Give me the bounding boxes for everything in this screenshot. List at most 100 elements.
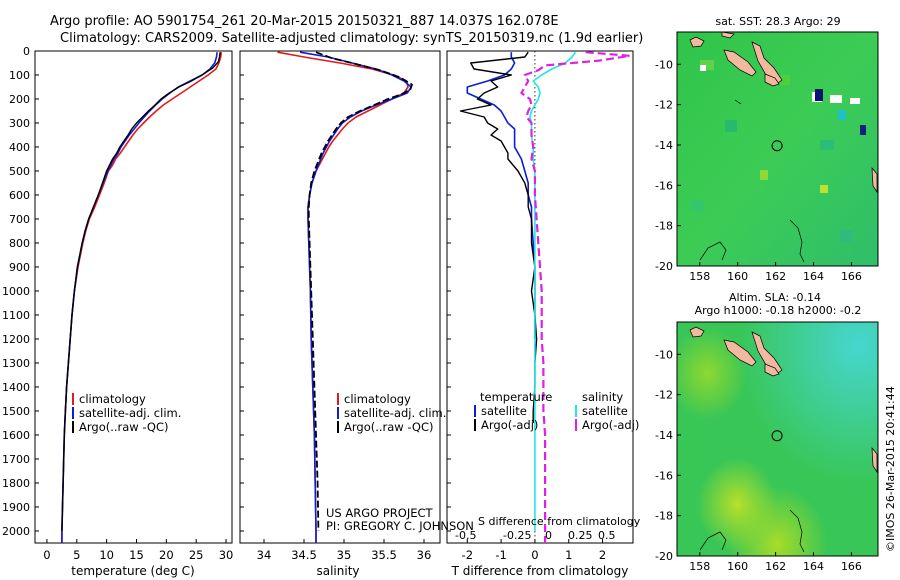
salinity-panel: 34 34.5 35 35.5 36 salinity climatology sate… [239, 50, 474, 578]
float-position-marker [771, 140, 783, 152]
temperature-legend: climatology satellite-adj. clim. Argo(..… [72, 392, 181, 434]
sla-coastlines [689, 326, 878, 553]
salinity-xlabel: salinity [316, 564, 359, 578]
difference-legend: temperature satellite Argo(-adj) salinit… [474, 390, 639, 432]
depth-tick-label: 900 [9, 261, 30, 274]
lat-tick-label: -20 [655, 550, 673, 563]
lon-tick-label: 166 [841, 560, 862, 573]
depth-tick-label: 1200 [2, 333, 30, 346]
s-difference-label: S difference from climatology [478, 515, 641, 528]
sst-coastlines [689, 31, 878, 263]
sla-map-title-line2: Argo h1000: -0.18 h2000: -0.2 [695, 304, 862, 317]
legend-climatology: climatology [79, 392, 146, 406]
legend-temp-satellite: satellite [481, 404, 527, 418]
difference-plot-frame [446, 50, 634, 544]
sst-map-frame [676, 31, 879, 267]
depth-tick-label: 1400 [2, 381, 30, 394]
island [721, 31, 735, 39]
sst-cell [820, 185, 828, 193]
sst-cell [760, 170, 768, 180]
lat-tick-label: -12 [655, 99, 673, 112]
island [723, 49, 757, 77]
difference-profile-lines [459, 51, 631, 543]
depth-tick-label: 800 [9, 237, 30, 250]
temperature-profile-lines [61, 52, 223, 543]
temperature-xlabel: temperature (deg C) [71, 564, 194, 578]
series-line-2 [307, 51, 413, 532]
x-tick-label: 15 [129, 548, 144, 562]
sst-cell [820, 140, 834, 150]
depth-tick-label: 200 [9, 93, 30, 106]
figure-title-line2: Climatology: CARS2009. Satellite-adjuste… [60, 31, 643, 46]
x-tick-label: 1 [565, 548, 572, 562]
lat-tick-label: -12 [655, 389, 673, 402]
s-tick-p025: 0.25 [568, 529, 593, 542]
x-tick-label: 34 [257, 548, 272, 562]
sla-map-frame [676, 321, 879, 557]
island [751, 331, 783, 374]
lat-tick-label: -14 [655, 429, 673, 442]
depth-tick-label: 2000 [2, 525, 30, 538]
reef-outline [699, 241, 727, 261]
x-tick-label: -1 [495, 548, 506, 562]
s-tick-p050: 0.5 [598, 529, 616, 542]
figure-title-line1: Argo profile: AO 5901754_261 20-Mar-2015… [50, 14, 559, 29]
island [723, 339, 757, 367]
x-tick-label: 25 [189, 548, 204, 562]
sla-axis-labels: 158 160 162 164 166 -10 -12 -14 -16 -18 -20 [655, 348, 862, 573]
x-tick-label: 30 [219, 548, 234, 562]
island [871, 446, 878, 474]
series-line-0 [61, 52, 223, 543]
lon-tick-label: 160 [727, 560, 748, 573]
sst-cell [725, 120, 737, 132]
legend-climatology: climatology [344, 392, 411, 406]
sst-cloud-cell [700, 65, 706, 71]
island [751, 41, 783, 84]
sst-cell [690, 200, 704, 212]
salinity-profile-lines [277, 51, 413, 543]
x-tick-label: 10 [99, 548, 114, 562]
sla-map-panel: Altim. SLA: -0.14 Argo h1000: -0.18 h200… [655, 291, 879, 573]
sla-map-title-line1: Altim. SLA: -0.14 [729, 291, 821, 304]
sla-low-region [677, 322, 878, 556]
series-line-2 [529, 51, 577, 531]
lon-tick-label: 160 [727, 270, 748, 283]
float-position-marker [771, 430, 783, 442]
lat-tick-label: -14 [655, 139, 673, 152]
series-line-2 [61, 52, 221, 532]
lat-tick-label: -18 [655, 510, 673, 523]
salinity-plot-frame [239, 50, 441, 544]
lat-tick-label: -16 [655, 179, 673, 192]
difference-panel: -2 -1 0 1 2 S difference from climatology -0… [446, 50, 641, 578]
x-tick-label: 35.5 [371, 548, 397, 562]
lon-tick-label: 166 [841, 270, 862, 283]
series-line-1 [459, 51, 538, 423]
reef-outline [734, 99, 742, 105]
depth-tick-label: 1700 [2, 453, 30, 466]
sst-cell [780, 75, 790, 85]
sst-map-panel: sat. SST: 28.3 Argo: 29 [655, 15, 879, 283]
series-line-1 [61, 52, 218, 543]
s-tick-0: 0 [545, 529, 552, 542]
x-tick-label: 5 [73, 548, 80, 562]
depth-tick-label: 700 [9, 213, 30, 226]
sst-map-title: sat. SST: 28.3 Argo: 29 [715, 15, 840, 28]
lat-tick-label: -16 [655, 469, 673, 482]
x-tick-label: 20 [159, 548, 174, 562]
depth-tick-label: 1100 [2, 309, 30, 322]
depth-tick-label: 300 [9, 117, 30, 130]
depth-tick-label: 600 [9, 189, 30, 202]
depth-tick-label: 1500 [2, 405, 30, 418]
sst-cell [840, 230, 852, 242]
island [689, 326, 705, 338]
lon-tick-label: 158 [689, 270, 710, 283]
legend-argo: Argo(..raw -QC) [79, 420, 169, 434]
t-difference-xlabel: T difference from climatology [451, 564, 629, 578]
salinity-tick-labels: 34 34.5 35 35.5 36 [257, 539, 431, 562]
s-tick-m050: -0.5 [455, 529, 476, 542]
reef-outline [699, 531, 727, 551]
depth-tick-label: 1600 [2, 429, 30, 442]
series-line-3 [520, 51, 631, 543]
lon-tick-label: 164 [803, 560, 824, 573]
legend-sal-argo: Argo(-adj) [582, 418, 639, 432]
